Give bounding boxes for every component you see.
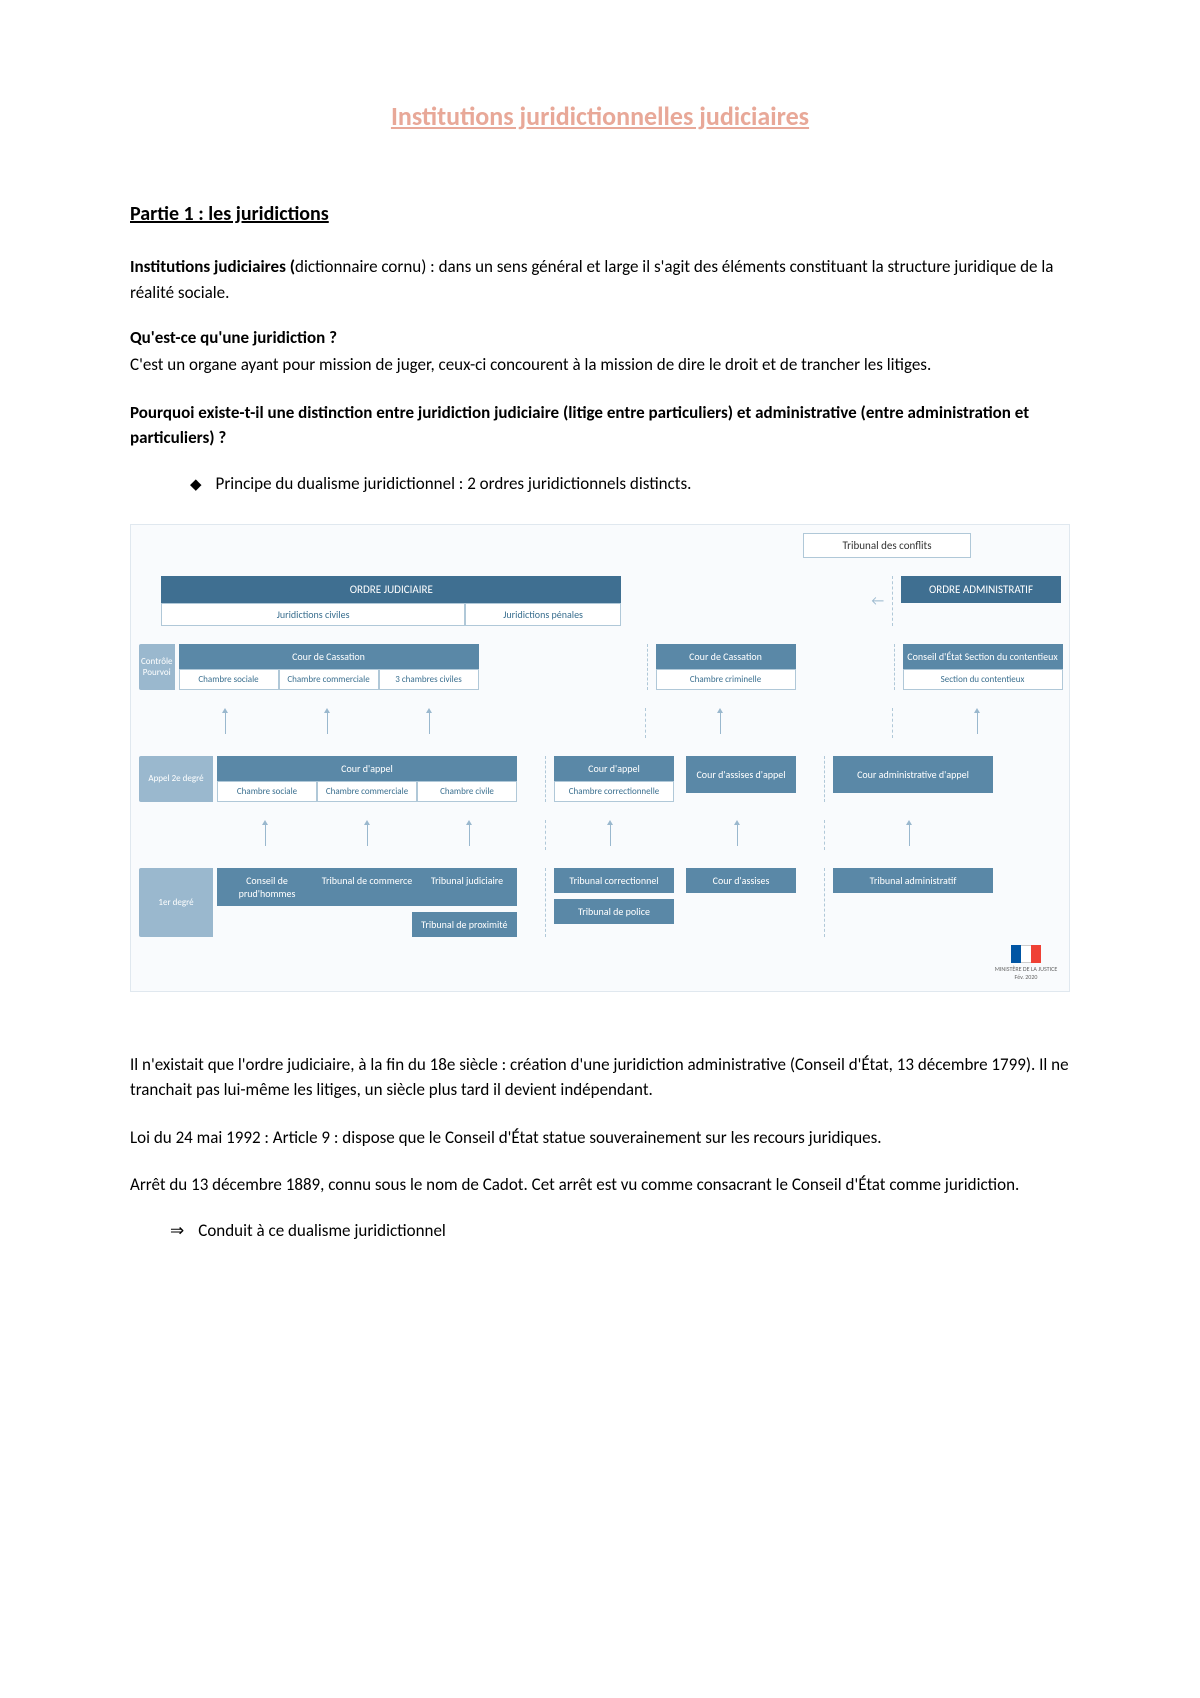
cassation-penale: Cour de Cassation [656,644,796,669]
def-label: Institutions judiciaires ( [130,256,295,277]
sub-penales: Juridictions pénales [465,603,621,626]
ordre-admin-header: ORDRE ADMINISTRATIF [901,576,1061,603]
bullet-conclusion: Conduit à ce dualisme juridictionnel [170,1220,1070,1241]
appel-civile: Chambre civile [417,781,517,802]
chambre-criminelle: Chambre criminelle [656,669,796,690]
cassation-civile: Cour de Cassation [179,644,479,669]
section-contentieux: Section du contentieux [903,669,1063,690]
left-arrow-icon: ← [867,592,888,609]
appel-sociale: Chambre sociale [217,781,317,802]
cour-appel-civile: Cour d'appel [217,756,517,781]
french-flag-icon [1011,945,1041,963]
trib-administratif: Tribunal administratif [833,868,993,893]
cour-admin-appel: Cour administrative d'appel [833,756,993,793]
document-title: Institutions juridictionnelles judiciair… [130,100,1070,132]
section-heading: Partie 1 : les juridictions [130,202,1070,226]
chambre-sociale-cass: Chambre sociale [179,669,279,690]
paragraph-cadot: Arrêt du 13 décembre 1889, connu sous le… [130,1172,1070,1198]
trib-police: Tribunal de police [554,899,674,924]
ministry-logo: MINISTÈRE DE LA JUSTICE Fév. 2020 [991,945,1061,981]
cour-assises-appel: Cour d'assises d'appel [686,756,796,793]
conseil-etat: Conseil d'État Section du contentieux [903,644,1063,669]
ministry-label: MINISTÈRE DE LA JUSTICE [991,965,1061,973]
tribunal-conflits-box: Tribunal des conflits [803,533,971,558]
sub-civiles: Juridictions civiles [161,603,465,626]
trib-judiciaire: Tribunal judiciaire [417,868,517,906]
chambres-civiles-cass: 3 chambres civiles [379,669,479,690]
answer-1: C'est un organe ayant pour mission de ju… [130,352,1070,378]
chambre-commerciale-cass: Chambre commerciale [279,669,379,690]
cour-assises: Cour d'assises [686,868,796,893]
trib-correctionnel: Tribunal correctionnel [554,868,674,893]
cour-appel-penale: Cour d'appel [554,756,674,781]
level-pourvoi: Contrôle Pourvoi [139,644,175,690]
appel-commerciale: Chambre commerciale [317,781,417,802]
definition-paragraph: Institutions judiciaires (dictionnaire c… [130,254,1070,305]
paragraph-loi: Loi du 24 mai 1992 : Article 9 : dispose… [130,1125,1070,1151]
juridiction-diagram: Tribunal des conflits ORDRE JUDICIAIRE J… [130,524,1070,992]
question-1: Qu'est-ce qu'une juridiction ? [130,327,1070,348]
question-2: Pourquoi existe-t-il une distinction ent… [130,400,1070,451]
bullet-dualism: Principe du dualisme juridictionnel : 2 … [190,473,1070,494]
prudhommes: Conseil de prud'hommes [217,868,317,906]
paragraph-history: Il n'existait que l'ordre judiciaire, à … [130,1052,1070,1103]
level-appel: Appel 2e degré [139,756,213,802]
trib-commerce: Tribunal de commerce [317,868,417,906]
level-premier: 1er degré [139,868,213,937]
def-source: dictionnaire cornu) : [295,256,439,277]
chambre-correctionnelle: Chambre correctionnelle [554,781,674,802]
ordre-judiciaire-header: ORDRE JUDICIAIRE [161,576,621,603]
trib-proximite: Tribunal de proximité [412,912,517,937]
diagram-date: Fév. 2020 [991,973,1061,981]
